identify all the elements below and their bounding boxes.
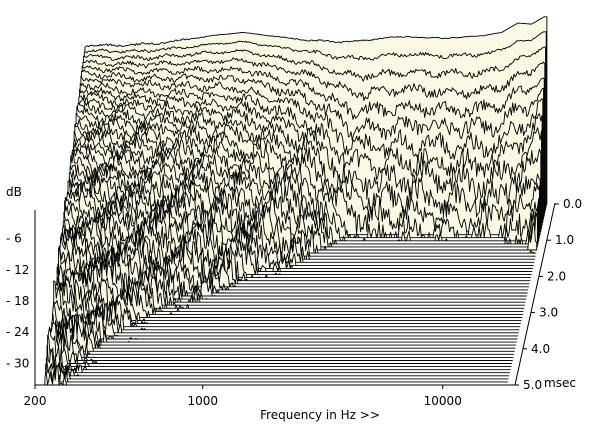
decay-slice — [54, 281, 518, 340]
y-tick-label: - 6 — [6, 232, 22, 246]
time-axis-unit: msec — [544, 376, 576, 390]
decay-slice — [47, 334, 511, 374]
z-tick-label: 4.0 — [531, 342, 550, 356]
tick-labels: 200 1000 10000 - 6 - 12 - 18 - 24 - 30 0.0 1.0 2.0… — [6, 197, 582, 408]
x-tick-label: 200 — [24, 394, 47, 408]
y-axis-title: dB — [6, 185, 22, 199]
decay-slice — [53, 283, 517, 343]
y-tick-label: - 12 — [6, 263, 29, 277]
y-tick-label: - 30 — [6, 356, 29, 370]
decay-slice — [51, 313, 515, 355]
x-tick-label: 1000 — [187, 394, 218, 408]
decay-slice — [45, 357, 509, 380]
decay-slice — [50, 319, 514, 358]
decay-slice — [48, 322, 512, 368]
decay-slice — [51, 301, 515, 352]
z-tick-label: 0.0 — [563, 197, 582, 211]
x-tick-label: 10000 — [424, 394, 462, 408]
decay-slice — [47, 326, 511, 371]
z-tick-label: 1.0 — [555, 233, 574, 247]
z-tick-label: 3.0 — [539, 306, 558, 320]
time-axis-line — [514, 202, 556, 386]
z-tick-label: 2.0 — [547, 269, 566, 283]
decay-slices — [44, 16, 548, 386]
decay-slice — [53, 280, 517, 346]
axes — [34, 202, 556, 386]
decay-slice — [46, 344, 510, 377]
decay-slice — [49, 330, 513, 364]
decay-slice — [52, 299, 516, 349]
z-tick-label: 5.0 — [523, 378, 542, 392]
decay-slice — [64, 196, 528, 294]
y-tick-label: - 18 — [6, 294, 29, 308]
decay-slice — [49, 320, 513, 361]
x-axis-title: Frequency in Hz >> — [260, 408, 380, 422]
decay-slice — [45, 363, 509, 383]
y-tick-label: - 24 — [6, 325, 29, 339]
